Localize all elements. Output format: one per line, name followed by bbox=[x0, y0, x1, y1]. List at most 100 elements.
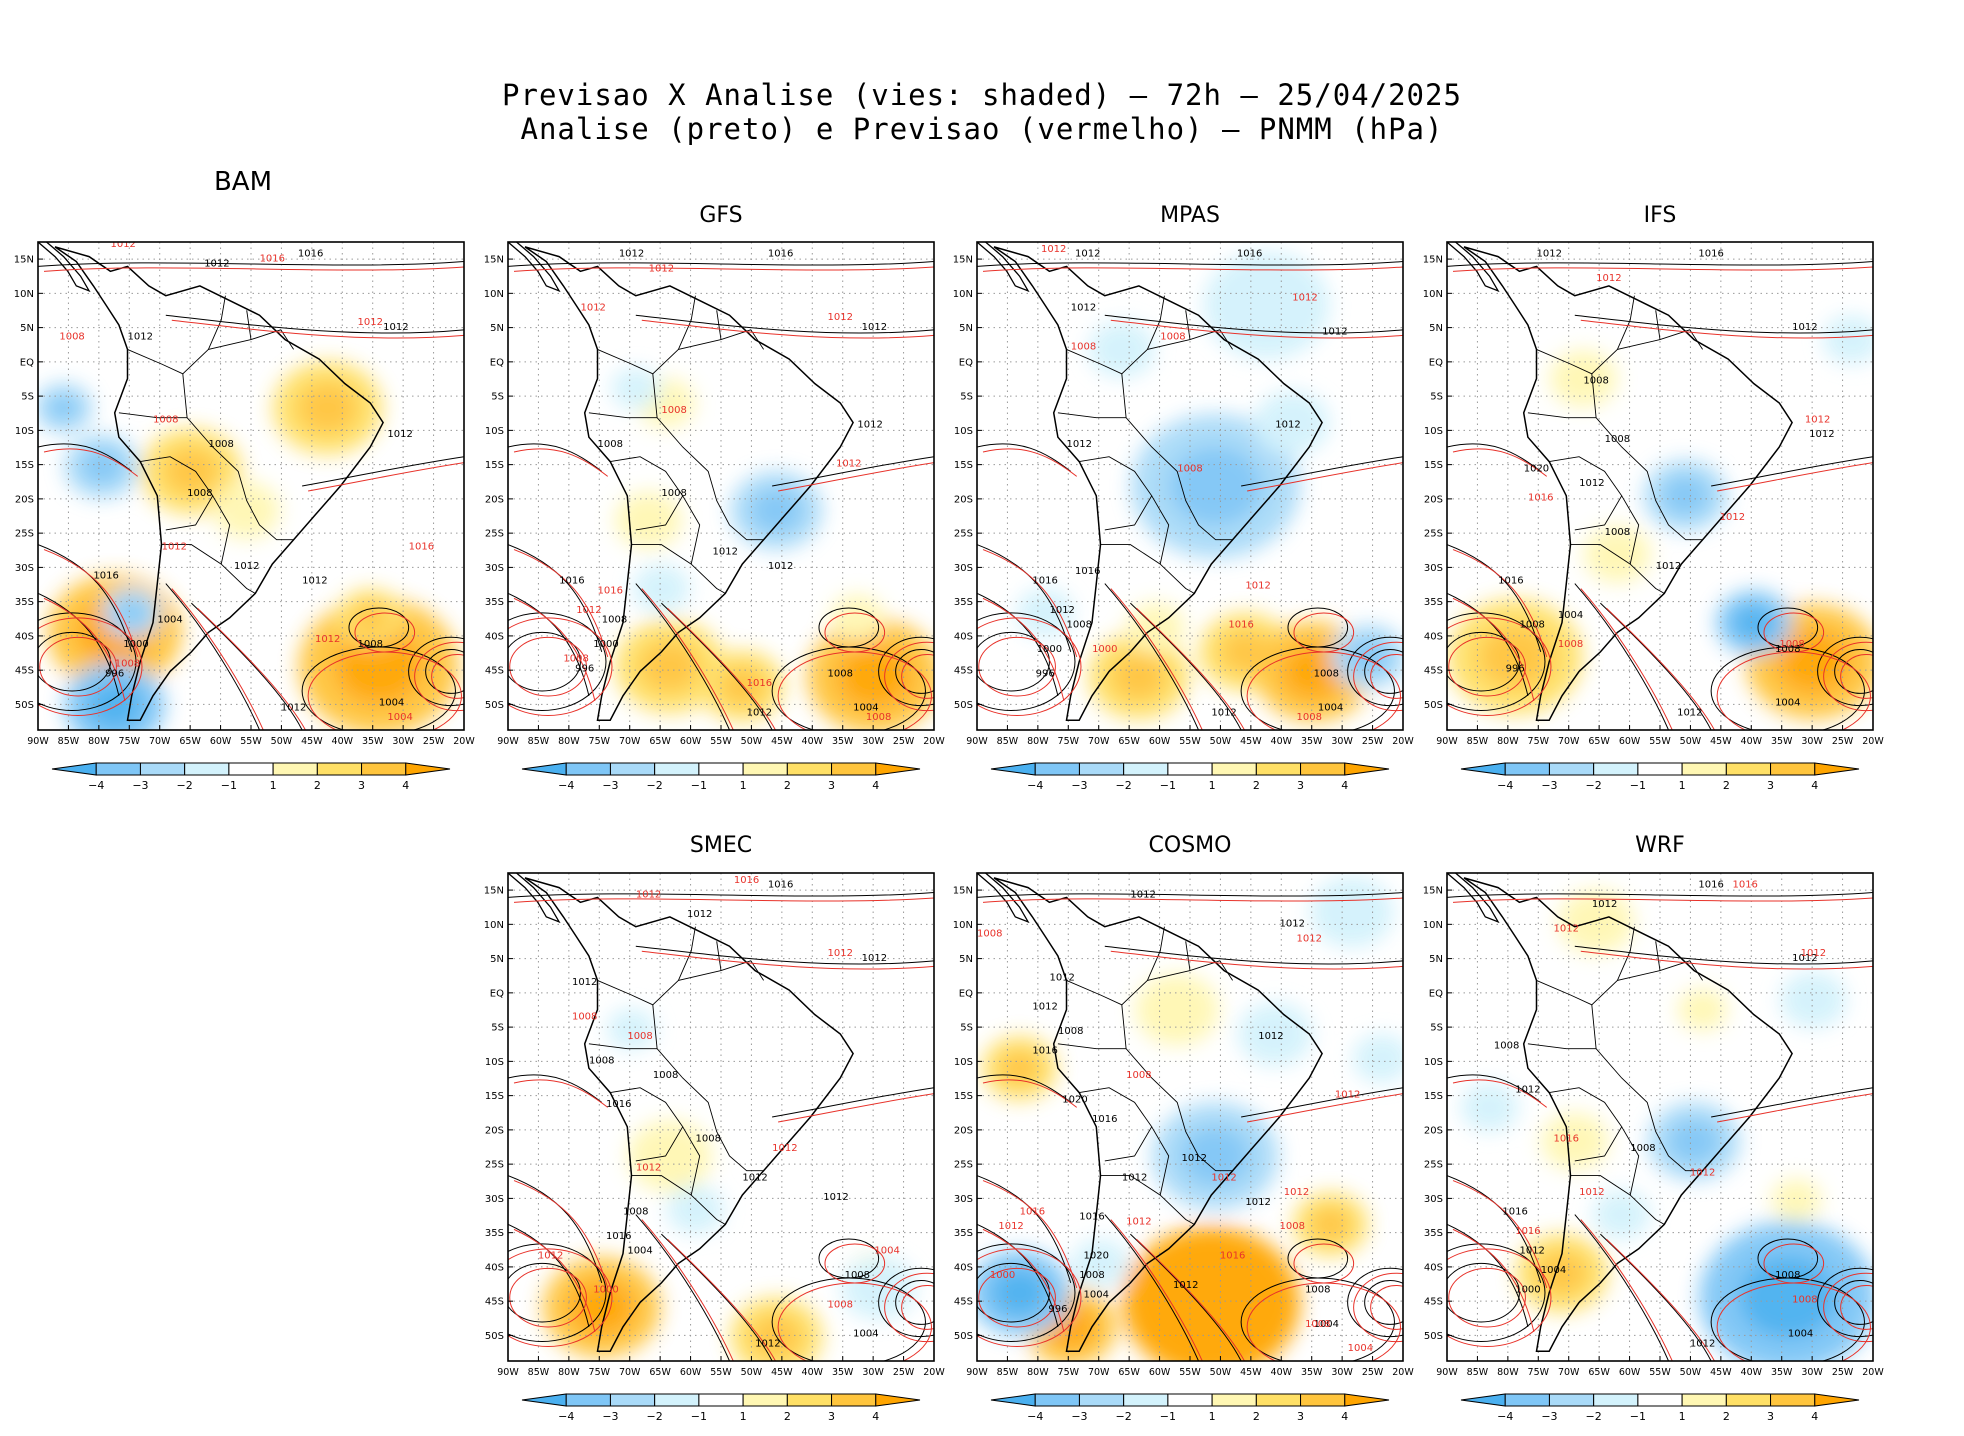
forecast-isobars bbox=[38, 266, 464, 730]
analysis-isobar bbox=[1574, 945, 1873, 965]
analysis-closed-isobar bbox=[895, 1279, 934, 1325]
colorbar-label: 4 bbox=[872, 1410, 879, 1423]
lon-tick-label: 20W bbox=[1862, 736, 1884, 747]
forecast-isobar bbox=[1136, 607, 1245, 730]
lon-tick-label: 75W bbox=[1058, 1367, 1080, 1378]
forecast-contour-label: 1008 bbox=[1558, 639, 1583, 650]
negative-bias-area bbox=[841, 1255, 917, 1320]
country-border bbox=[182, 373, 294, 541]
colorbar-segment bbox=[1504, 1393, 1550, 1407]
analysis-contour-label: 1008 bbox=[598, 439, 623, 450]
colorbar-segment bbox=[1548, 762, 1595, 776]
colorbar-segment bbox=[698, 762, 744, 776]
forecast-contour-label: 1012 bbox=[828, 948, 853, 959]
forecast-contour-label: 1000 bbox=[593, 1285, 618, 1296]
lat-tick-label: 40S bbox=[954, 1262, 973, 1273]
analysis-contour-label: 1008 bbox=[1583, 376, 1608, 387]
analysis-contour-label: 1004 bbox=[157, 615, 182, 626]
lat-tick-label: 35S bbox=[954, 597, 973, 608]
analysis-isobar bbox=[302, 456, 464, 487]
colorbar-segment bbox=[654, 1393, 700, 1407]
positive-bias-area bbox=[1677, 988, 1728, 1031]
forecast-isobar bbox=[1452, 448, 1548, 477]
colorbar-label: −1 bbox=[1630, 1410, 1646, 1423]
analysis-isobar bbox=[1447, 1074, 1542, 1103]
lon-tick-label: 55W bbox=[1179, 736, 1201, 747]
lon-tick-label: 85W bbox=[58, 736, 80, 747]
analysis-contour-label: 1012 bbox=[1258, 1031, 1283, 1042]
analysis-contour-label: 1012 bbox=[572, 977, 597, 988]
forecast-closed-isobar bbox=[307, 651, 462, 730]
lon-tick-label: 55W bbox=[1649, 1367, 1671, 1378]
lat-tick-label: 20S bbox=[485, 1125, 504, 1136]
colorbar-label: 4 bbox=[1341, 779, 1348, 792]
colorbar-label: −1 bbox=[1630, 779, 1646, 792]
forecast-contour-label: 1008 bbox=[1177, 463, 1202, 474]
lat-tick-label: 15S bbox=[485, 1091, 504, 1102]
forecast-isobar bbox=[778, 1093, 934, 1123]
lat-tick-label: 25S bbox=[485, 529, 504, 540]
analysis-contour-label: 1012 bbox=[1211, 707, 1236, 718]
analysis-contour-label: 1012 bbox=[862, 322, 887, 333]
lat-tick-label: 30S bbox=[954, 563, 973, 574]
lon-tick-label: 65W bbox=[1118, 736, 1140, 747]
map-area: 1012 101610121012100810081012101610121008… bbox=[508, 242, 934, 730]
colorbar-segment bbox=[786, 762, 833, 776]
country-border bbox=[1591, 1004, 1703, 1172]
lon-tick-label: 35W bbox=[1771, 736, 1793, 747]
forecast-contour-label: 1008 bbox=[1280, 1221, 1305, 1232]
bias-core bbox=[998, 1050, 1041, 1086]
forecast-isobar bbox=[1580, 319, 1873, 339]
forecast-closed-isobar bbox=[901, 653, 934, 699]
forecast-isobar bbox=[308, 462, 464, 492]
analysis-contour-label: 1016 bbox=[606, 1099, 631, 1110]
lat-tick-label: 30S bbox=[1424, 1194, 1443, 1205]
forecast-closed-isobar bbox=[508, 1248, 613, 1347]
forecast-contour-label: 1008 bbox=[661, 405, 686, 416]
analysis-contour-label: 996 bbox=[1036, 668, 1055, 679]
analysis-contour-label: 1008 bbox=[1058, 1026, 1083, 1037]
forecast-contour-label: 1008 bbox=[1297, 712, 1322, 723]
lon-tick-label: 60W bbox=[680, 1367, 702, 1378]
analysis-contour-label: 1012 bbox=[387, 429, 412, 440]
forecast-contour-label: 1008 bbox=[1792, 1294, 1817, 1305]
forecast-isobar bbox=[43, 266, 464, 272]
lon-tick-label: 35W bbox=[1301, 1367, 1323, 1378]
analysis-contour-label: 1004 bbox=[627, 1246, 652, 1257]
lon-tick-label: 85W bbox=[528, 1367, 550, 1378]
analysis-contour-label: 1012 bbox=[1809, 429, 1834, 440]
lon-tick-label: 30W bbox=[392, 736, 414, 747]
lon-tick-label: 25W bbox=[1362, 1367, 1384, 1378]
lat-tick-label: EQ bbox=[1429, 357, 1443, 368]
analysis-contour-label: 1012 bbox=[1130, 889, 1155, 900]
forecast-contour-label: 1012 bbox=[1579, 1187, 1604, 1198]
lon-tick-label: 45W bbox=[301, 736, 323, 747]
analysis-contour-label: 1008 bbox=[828, 668, 853, 679]
colorbar-segment bbox=[654, 762, 700, 776]
forecast-isobar bbox=[1452, 266, 1873, 272]
forecast-closed-isobar bbox=[1448, 636, 1526, 697]
lon-tick-label: 55W bbox=[1179, 1367, 1201, 1378]
forecast-isobar bbox=[641, 950, 934, 970]
colorbar-label: 4 bbox=[1811, 779, 1818, 792]
analysis-isobar bbox=[1104, 1214, 1199, 1361]
forecast-contour-label: 1016 bbox=[1515, 1226, 1540, 1237]
forecast-closed-isobar bbox=[1370, 1284, 1403, 1330]
positive-bias-area bbox=[1584, 526, 1651, 583]
lat-tick-label: 10S bbox=[15, 426, 34, 437]
lat-tick-label: 45S bbox=[485, 1297, 504, 1308]
analysis-contour-label: 1004 bbox=[1084, 1290, 1109, 1301]
forecast-isobar bbox=[641, 1219, 734, 1361]
analysis-closed-isobar bbox=[425, 648, 464, 694]
forecast-closed-isobar bbox=[508, 617, 613, 716]
positive-bias-area bbox=[830, 594, 885, 641]
country-border bbox=[1616, 926, 1635, 981]
map-area: 1012 1016 1012 1012 1012 1012 1016 1016 1012 1008… bbox=[977, 242, 1403, 730]
central-america-outline bbox=[977, 242, 1030, 293]
colorbar-label: −4 bbox=[1027, 1410, 1043, 1423]
positive-bias-area bbox=[1135, 974, 1220, 1046]
lon-tick-label: 20W bbox=[1392, 1367, 1414, 1378]
analysis-contour-label: 1012 bbox=[747, 707, 772, 718]
lat-tick-label: 10S bbox=[954, 1057, 973, 1068]
bias-core bbox=[1281, 643, 1346, 700]
